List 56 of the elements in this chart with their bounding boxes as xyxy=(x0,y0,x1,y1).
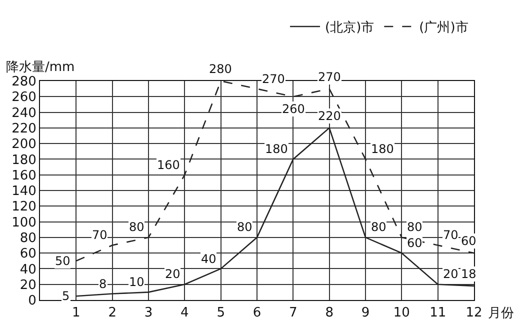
data-label: 20 xyxy=(443,267,458,281)
data-label: 5 xyxy=(62,289,70,303)
x-tick-label: 9 xyxy=(361,306,370,321)
x-tick-label: 4 xyxy=(180,306,189,321)
x-tick-label: 1 xyxy=(72,306,80,321)
y-tick-label: 60 xyxy=(20,246,36,262)
data-label: 50 xyxy=(55,254,70,268)
y-tick-label: 40 xyxy=(20,262,36,278)
data-label: 20 xyxy=(165,267,180,281)
data-label: 10 xyxy=(129,275,144,289)
data-label: 80 xyxy=(237,220,252,234)
data-label: 180 xyxy=(371,142,394,156)
data-label: 70 xyxy=(92,228,108,242)
x-tick-label: 6 xyxy=(252,306,262,321)
data-label: 80 xyxy=(407,220,422,234)
x-tick-label: 2 xyxy=(108,306,116,321)
y-tick-label: 140 xyxy=(12,184,36,200)
y-tick-label: 280 xyxy=(12,74,36,90)
x-tick-label: 10 xyxy=(393,306,410,321)
x-tick-label: 7 xyxy=(289,306,298,321)
x-tick-label: 3 xyxy=(144,306,153,321)
data-label: 80 xyxy=(129,220,144,234)
y-tick-label: 260 xyxy=(12,90,36,106)
data-label: 60 xyxy=(407,236,422,250)
data-label: 8 xyxy=(99,277,107,291)
y-tick-label: 240 xyxy=(12,106,36,121)
x-axis-title: 月份 xyxy=(488,306,514,321)
y-tick-label: 220 xyxy=(12,121,36,136)
x-tick-label: 11 xyxy=(430,306,446,321)
data-label: 280 xyxy=(209,62,232,76)
y-tick-label: 200 xyxy=(12,137,36,152)
y-tick-label: 120 xyxy=(12,200,36,215)
data-label: 260 xyxy=(282,102,305,116)
data-label: 40 xyxy=(201,252,216,266)
data-label: 220 xyxy=(318,109,341,123)
data-label: 80 xyxy=(371,220,386,234)
x-tick-label: 5 xyxy=(216,306,225,321)
line-series xyxy=(76,127,474,297)
data-label: 270 xyxy=(318,70,341,84)
data-label: 180 xyxy=(265,142,288,156)
data-label: 160 xyxy=(157,158,180,172)
x-tick-label: 8 xyxy=(325,306,334,321)
y-tick-label: 20 xyxy=(20,278,36,293)
legend-label: (北京)市 xyxy=(325,20,374,36)
legend-label: (广州)市 xyxy=(419,20,468,36)
y-axis-title: 降水量/mm xyxy=(6,60,75,75)
data-label: 270 xyxy=(262,72,285,86)
y-tick-label: 80 xyxy=(20,230,36,246)
data-label: 18 xyxy=(461,267,476,281)
data-label: 70 xyxy=(443,228,458,242)
y-tick-label: 180 xyxy=(12,152,36,168)
y-tick-label: 0 xyxy=(28,294,36,309)
x-tick-label: 12 xyxy=(466,306,482,321)
y-tick-label: 160 xyxy=(12,168,36,184)
y-tick-label: 100 xyxy=(12,215,36,230)
data-label: 60 xyxy=(461,234,476,248)
